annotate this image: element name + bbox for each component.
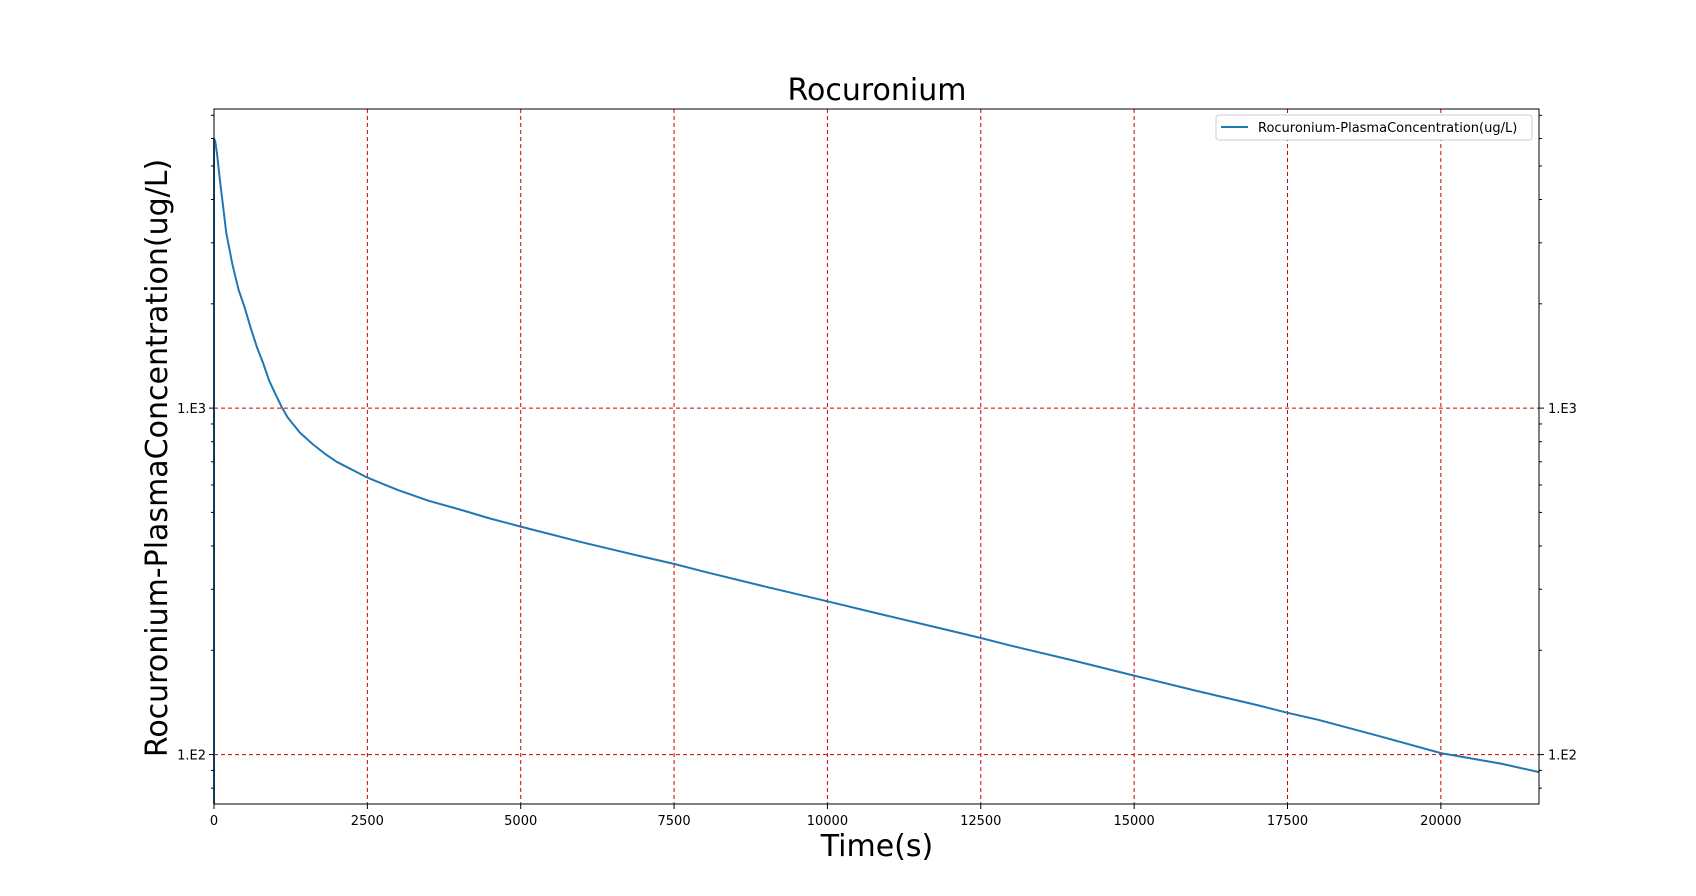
axes-frame	[213, 108, 1540, 805]
legend: Rocuronium-PlasmaConcentration(ug/L)	[1215, 114, 1533, 141]
x-tick-label: 0	[210, 814, 218, 829]
x-tick-label: 17500	[1267, 814, 1308, 829]
grid	[214, 109, 1539, 804]
x-tick-label: 12500	[960, 814, 1001, 829]
plot-area	[213, 137, 1540, 804]
x-tick-label: 7500	[658, 814, 691, 829]
x-tick-label: 15000	[1113, 814, 1154, 829]
x-tick-label: 20000	[1420, 814, 1461, 829]
x-tick-label: 10000	[807, 814, 848, 829]
legend-label: Rocuronium-PlasmaConcentration(ug/L)	[1258, 121, 1517, 136]
x-axis: 0 2500 5000 7500 10000 12500 15000 17500 20000	[210, 804, 1462, 829]
legend-box	[1215, 114, 1533, 141]
y-tick-label-left: 1.E3	[177, 402, 206, 417]
chart-title: Rocuronium	[788, 73, 967, 108]
y-tick-label-left: 1.E2	[177, 749, 206, 764]
y-tick-label-right: 1.E2	[1548, 749, 1577, 764]
x-tick-label: 2500	[351, 814, 384, 829]
series-line	[213, 137, 1540, 804]
x-axis-label: Time(s)	[820, 829, 933, 864]
y-tick-label-right: 1.E3	[1548, 402, 1577, 417]
x-tick-label: 5000	[504, 814, 537, 829]
y-axis: 1.E2 1.E2 1.E3 1.E3	[177, 114, 1577, 789]
y-axis-label: Rocuronium-PlasmaConcentration(ug/L)	[140, 159, 175, 757]
